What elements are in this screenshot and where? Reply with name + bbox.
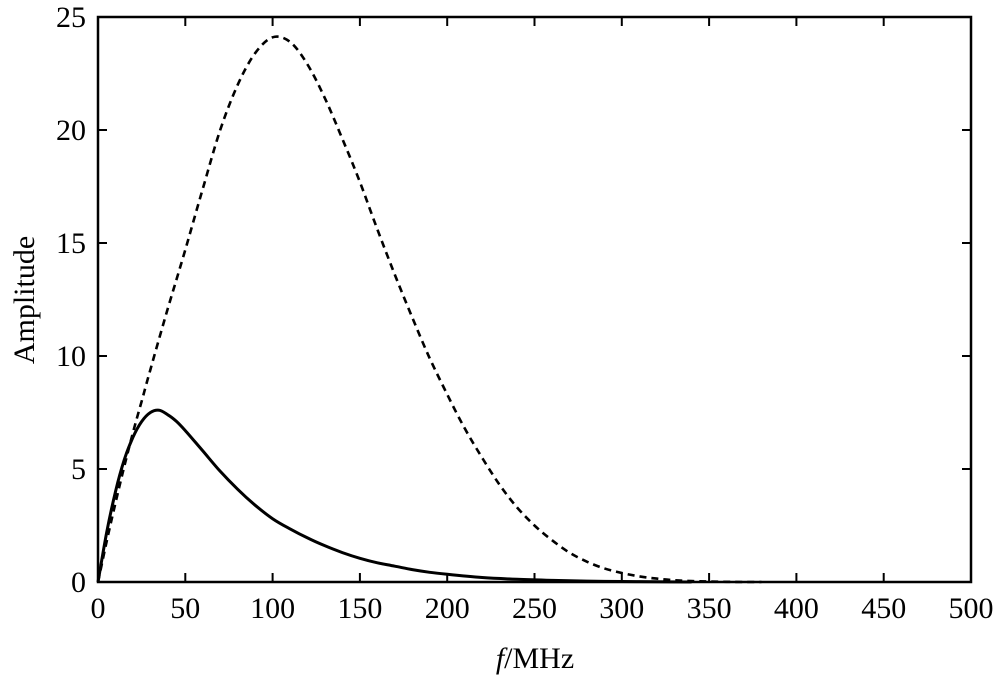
x-tick-label: 500 [949,592,994,625]
y-tick-label: 25 [56,1,86,34]
x-tick-label: 200 [425,592,470,625]
x-axis-label: f/MHz [496,642,574,675]
y-tick-label: 15 [56,227,86,260]
plot-frame [96,15,973,584]
y-tick-label: 10 [56,340,86,373]
y-axis-label: Amplitude [8,236,41,364]
x-tick-label: 100 [250,592,295,625]
ticks-layer [97,16,972,583]
series-line-dashed [96,35,762,584]
labels-layer: 0 50 100 150 200 250 300 350 400 450 500 0 5 10 15 20 25 [56,1,994,625]
x-tick-label: 350 [687,592,732,625]
x-tick-label: 300 [599,592,644,625]
series-line-solid [96,408,692,584]
x-axis-label-unit: /MHz [504,642,574,675]
x-tick-label: 50 [170,592,200,625]
y-tick-label: 5 [71,453,86,486]
series-layer [96,35,762,584]
y-tick-label: 0 [71,566,86,599]
x-tick-label: 150 [337,592,382,625]
y-tick-label: 20 [56,114,86,147]
x-tick-label: 450 [861,592,906,625]
x-tick-label: 250 [512,592,557,625]
x-tick-label: 0 [91,592,106,625]
x-tick-label: 400 [774,592,819,625]
